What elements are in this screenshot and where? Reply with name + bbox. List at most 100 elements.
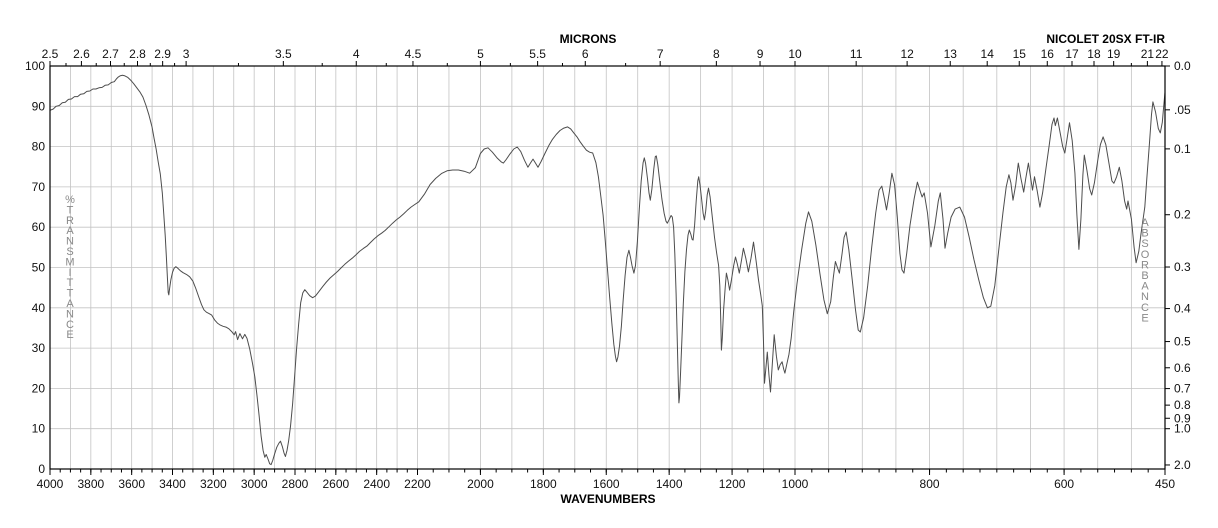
svg-text:6: 6 — [582, 47, 589, 61]
svg-text:0.8: 0.8 — [1174, 398, 1191, 412]
svg-text:800: 800 — [920, 477, 940, 491]
svg-text:20: 20 — [32, 381, 46, 395]
svg-text:3.5: 3.5 — [275, 47, 292, 61]
svg-text:N: N — [1141, 291, 1149, 303]
svg-text:O: O — [1141, 249, 1150, 261]
svg-text:2.0: 2.0 — [1174, 458, 1191, 472]
plot-gridlines — [50, 66, 1165, 469]
svg-text:1000: 1000 — [782, 477, 809, 491]
svg-text:4000: 4000 — [37, 477, 64, 491]
svg-text:12: 12 — [900, 47, 914, 61]
svg-text:R: R — [66, 215, 74, 227]
svg-text:1.0: 1.0 — [1174, 422, 1191, 436]
svg-text:5.5: 5.5 — [529, 47, 546, 61]
svg-text:T: T — [67, 277, 74, 289]
svg-text:%: % — [65, 194, 75, 206]
svg-text:N: N — [66, 236, 74, 248]
svg-text:16: 16 — [1041, 47, 1055, 61]
svg-text:50: 50 — [32, 261, 46, 275]
x-axis-title: WAVENUMBERS — [560, 492, 655, 506]
svg-text:60: 60 — [32, 220, 46, 234]
svg-text:70: 70 — [32, 180, 46, 194]
svg-text:C: C — [66, 319, 74, 331]
svg-text:40: 40 — [32, 301, 46, 315]
svg-text:0.3: 0.3 — [1174, 260, 1191, 274]
svg-text:E: E — [1141, 312, 1148, 324]
svg-text:450: 450 — [1155, 477, 1175, 491]
svg-text:0.7: 0.7 — [1174, 382, 1191, 396]
svg-text:2.5: 2.5 — [42, 47, 59, 61]
svg-text:3200: 3200 — [200, 477, 227, 491]
svg-text:0.6: 0.6 — [1174, 361, 1191, 375]
wavenumber-axis-ticks — [49, 469, 1166, 475]
wavenumber-axis-labels: 4000 3800 3600 3400 3200 3000 2800 2600 2400 2200… — [37, 477, 1176, 491]
svg-text:A: A — [66, 298, 74, 310]
svg-text:3400: 3400 — [159, 477, 186, 491]
svg-text:10: 10 — [32, 422, 46, 436]
svg-text:1600: 1600 — [593, 477, 620, 491]
svg-text:2800: 2800 — [282, 477, 309, 491]
svg-text:2000: 2000 — [467, 477, 494, 491]
svg-text:80: 80 — [32, 140, 46, 154]
svg-text:13: 13 — [944, 47, 958, 61]
svg-text:M: M — [65, 256, 74, 268]
svg-text:3: 3 — [183, 47, 190, 61]
svg-text:1800: 1800 — [530, 477, 557, 491]
svg-text:N: N — [66, 308, 74, 320]
svg-text:0.9: 0.9 — [1174, 411, 1191, 425]
svg-text:19: 19 — [1107, 47, 1121, 61]
svg-text:7: 7 — [657, 47, 664, 61]
svg-text:11: 11 — [850, 47, 863, 61]
svg-text:1400: 1400 — [656, 477, 683, 491]
svg-text:R: R — [1141, 259, 1149, 271]
svg-text:0.4: 0.4 — [1174, 302, 1191, 316]
svg-text:10: 10 — [788, 47, 802, 61]
micron-axis-ticks — [49, 61, 1163, 66]
svg-text:0.1: 0.1 — [1174, 142, 1191, 156]
top-axis-title: MICRONS — [560, 32, 617, 46]
svg-text:2200: 2200 — [404, 477, 431, 491]
svg-text:0.0: 0.0 — [1174, 59, 1191, 73]
svg-text:S: S — [1141, 238, 1148, 250]
svg-text:2.9: 2.9 — [154, 47, 171, 61]
svg-text:5: 5 — [477, 47, 484, 61]
svg-text:2600: 2600 — [322, 477, 349, 491]
spectrum-curve — [49, 74, 1166, 466]
instrument-title: NICOLET 20SX FT-IR — [1046, 32, 1165, 46]
svg-text:17: 17 — [1065, 47, 1079, 61]
svg-text:A: A — [1141, 281, 1149, 293]
svg-text:0.2: 0.2 — [1174, 208, 1191, 222]
svg-text:T: T — [67, 204, 74, 216]
svg-text:2.8: 2.8 — [129, 47, 146, 61]
svg-text:1200: 1200 — [719, 477, 746, 491]
svg-text:8: 8 — [713, 47, 720, 61]
svg-text:C: C — [1141, 302, 1149, 314]
svg-text:B: B — [1141, 228, 1148, 240]
svg-text:B: B — [1141, 270, 1148, 282]
svg-text:22: 22 — [1155, 47, 1169, 61]
svg-text:30: 30 — [32, 341, 46, 355]
svg-text:2.7: 2.7 — [102, 47, 119, 61]
svg-text:A: A — [1141, 217, 1149, 229]
svg-text:.05: .05 — [1174, 103, 1191, 117]
svg-text:15: 15 — [1013, 47, 1027, 61]
svg-text:90: 90 — [32, 99, 46, 113]
svg-text:4: 4 — [353, 47, 360, 61]
svg-text:0: 0 — [38, 462, 45, 476]
svg-text:14: 14 — [981, 47, 995, 61]
transmittance-axis-labels: 0 10 20 30 40 50 60 70 80 90 100 — [25, 59, 45, 476]
absorbance-axis-ticks — [1165, 65, 1170, 466]
svg-text:21: 21 — [1141, 47, 1155, 61]
svg-text:S: S — [66, 246, 73, 258]
svg-text:E: E — [66, 329, 73, 341]
micron-axis-labels: 2.5 2.6 2.7 2.8 2.9 3 3.5 4 4.5 5 5.5 6 7 8 9 10 11 12 13 1… — [42, 47, 1169, 61]
svg-text:3800: 3800 — [77, 477, 104, 491]
svg-text:A: A — [66, 225, 74, 237]
svg-text:2.6: 2.6 — [73, 47, 90, 61]
svg-text:3600: 3600 — [118, 477, 145, 491]
svg-text:T: T — [67, 288, 74, 300]
